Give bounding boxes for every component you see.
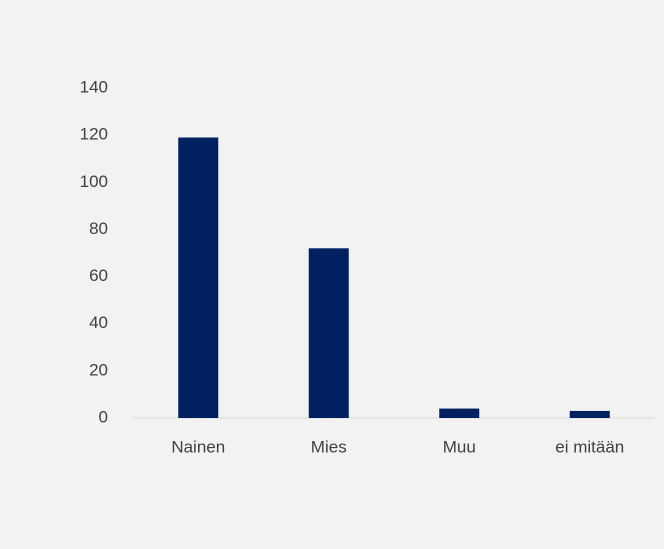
y-tick-label: 100 — [80, 172, 108, 191]
y-tick-label: 120 — [80, 125, 108, 144]
y-tick-label: 0 — [99, 407, 108, 426]
bar — [439, 408, 480, 418]
bar — [569, 410, 610, 418]
x-tick-label: ei mitään — [555, 437, 624, 456]
y-tick-label: 40 — [89, 313, 108, 332]
y-tick-label: 20 — [89, 360, 108, 379]
x-tick-label: Muu — [443, 437, 476, 456]
x-tick-label: Mies — [311, 437, 347, 456]
bar — [178, 137, 219, 418]
y-tick-label: 80 — [89, 219, 108, 238]
y-tick-label: 140 — [80, 77, 108, 96]
x-tick-label: Nainen — [171, 437, 225, 456]
bar — [308, 248, 349, 418]
y-tick-label: 60 — [89, 266, 108, 285]
